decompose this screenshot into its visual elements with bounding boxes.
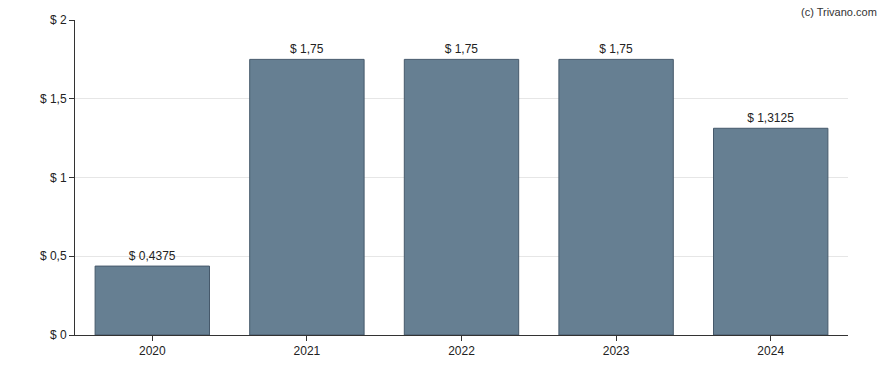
svg-text:$ 1,3125: $ 1,3125	[747, 111, 794, 125]
svg-text:$ 1,75: $ 1,75	[599, 42, 633, 56]
svg-text:$ 2: $ 2	[50, 13, 67, 27]
svg-text:(c) Trivano.com: (c) Trivano.com	[801, 6, 877, 18]
svg-text:$ 1: $ 1	[50, 171, 67, 185]
svg-text:2021: 2021	[294, 344, 321, 358]
svg-text:2022: 2022	[448, 344, 475, 358]
svg-text:$ 0,4375: $ 0,4375	[129, 249, 176, 263]
svg-text:$ 1,75: $ 1,75	[445, 42, 479, 56]
svg-text:2024: 2024	[757, 344, 784, 358]
svg-text:$ 1,5: $ 1,5	[40, 92, 67, 106]
svg-text:2023: 2023	[603, 344, 630, 358]
svg-text:$ 0: $ 0	[50, 328, 67, 342]
svg-text:$ 0,5: $ 0,5	[40, 249, 67, 263]
svg-text:$ 1,75: $ 1,75	[290, 42, 324, 56]
svg-text:2020: 2020	[139, 344, 166, 358]
